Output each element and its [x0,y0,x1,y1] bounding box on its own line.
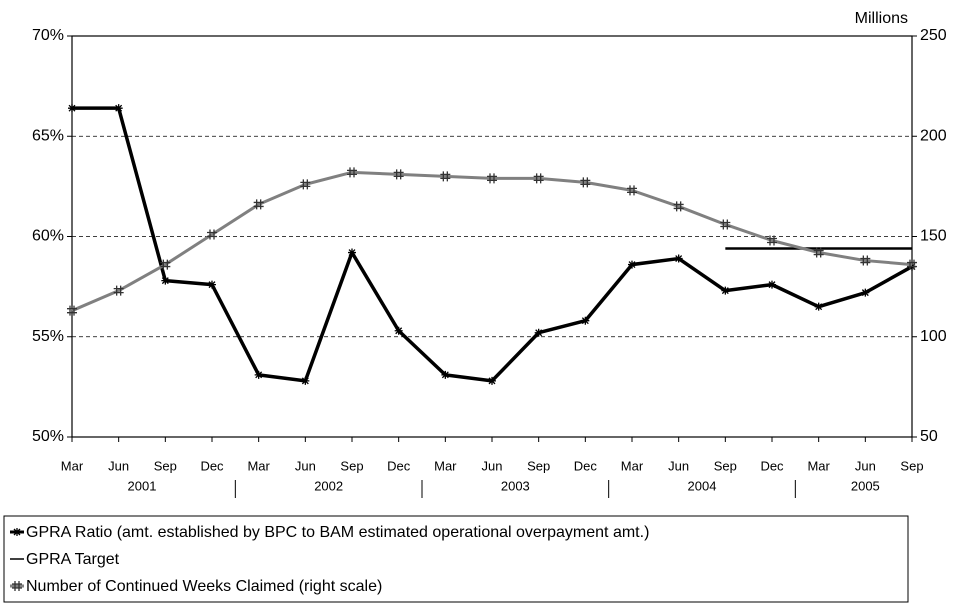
legend-box [3,515,909,603]
x-tick-label: Jun [108,458,129,473]
point [394,326,403,335]
y-tick-label: 60% [32,228,64,245]
point [253,199,264,210]
point [581,316,590,325]
point [580,177,591,188]
y2-tick-label: 50 [920,428,938,445]
x-tick-label: Jun [482,458,503,473]
point [254,370,263,379]
y2-axis-label: Millions [855,10,908,27]
point [767,235,777,246]
point [208,280,216,289]
point [440,171,451,182]
x-tick-label: Mar [434,458,457,473]
point [533,173,544,184]
point [861,288,870,297]
point [300,179,311,190]
y2-tick-label: 100 [920,328,947,345]
x-tick-label: Dec [387,458,411,473]
y2-tick-label: 150 [920,228,947,245]
x-tick-label: Mar [247,458,270,473]
legend-label: GPRA Target [26,551,120,568]
point [12,581,22,591]
y2-tick-label: 200 [920,127,947,144]
point [161,276,170,285]
point [628,260,636,269]
series-line [71,170,913,313]
point [301,376,310,385]
point [721,286,730,295]
x-tick-label: Sep [527,458,550,473]
legend-label: GPRA Ratio (amt. established by BPC to B… [26,524,649,541]
y-tick-label: 55% [32,328,64,345]
point [627,185,637,196]
x-tick-label: Dec [200,458,224,473]
point [67,305,77,316]
x-tick-label: Mar [807,458,830,473]
point [207,229,217,240]
point [814,302,823,311]
point [488,376,496,385]
x-tick-label: Dec [760,458,784,473]
point [13,528,21,536]
x-tick-label: Jun [295,458,316,473]
point [534,328,543,337]
x-tick-label: Mar [621,458,644,473]
point [347,167,357,178]
x-tick-label: Jun [855,458,876,473]
x-tick-label: Sep [900,458,923,473]
x-tick-label: Dec [574,458,598,473]
point [114,104,123,113]
point [348,248,356,257]
x-tick-label: Sep [714,458,737,473]
year-label: 2003 [501,478,530,493]
x-tick-label: Jun [668,458,689,473]
y-tick-label: 50% [32,428,64,445]
legend-label: Number of Continued Weeks Claimed (right… [26,578,382,595]
year-label: 2004 [688,478,717,493]
point [113,285,124,296]
point [673,201,684,212]
point [813,247,824,258]
point [907,259,917,270]
x-tick-label: Mar [61,458,84,473]
point [441,370,450,379]
point [393,169,404,180]
point [720,219,731,230]
point [68,104,76,113]
x-tick-label: Sep [154,458,177,473]
y-tick-label: 70% [32,27,64,44]
point [860,255,871,266]
point [160,259,171,270]
y-tick-label: 65% [32,127,64,144]
point [487,173,497,184]
year-label: 2001 [128,478,157,493]
year-label: 2002 [314,478,343,493]
y2-tick-label: 250 [920,27,947,44]
year-label: 2005 [851,478,880,493]
x-tick-label: Sep [340,458,363,473]
point [768,280,776,289]
point [674,254,683,263]
